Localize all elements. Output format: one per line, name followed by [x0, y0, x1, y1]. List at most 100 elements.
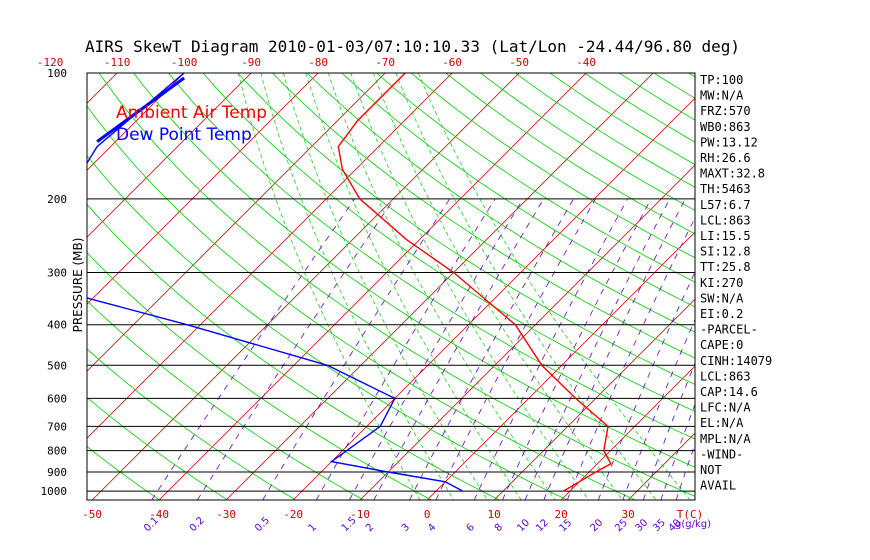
dry-adiabat-line: [87, 252, 432, 500]
isotherm-line: [225, 73, 654, 500]
side-panel-item: KI:270: [700, 276, 743, 290]
isotherm-line: [87, 73, 118, 104]
mixing-ratio-label: 0.2: [188, 515, 207, 534]
chart-title: AIRS SkewT Diagram 2010-01-03/07:10:10.3…: [85, 37, 740, 56]
pressure-tick-label: 900: [47, 466, 67, 479]
isotherm-line: [292, 97, 695, 500]
side-panel-item: WB0:863: [700, 120, 751, 134]
isotherm-line: [87, 73, 319, 305]
moist-adiabat-line: [238, 73, 421, 500]
mixing-ratio-label: 4: [426, 522, 438, 534]
pressure-axis: 100 200 300 400 500 600 700 800 900 1000: [41, 67, 68, 498]
mixing-ratio-label: 0.5: [253, 515, 272, 534]
mixing-ratio-unit: g(g/kg): [675, 519, 711, 530]
bottom-axis-unit: T(C): [677, 508, 704, 521]
pressure-tick-label: 800: [47, 445, 67, 458]
dry-adiabat-line: [87, 300, 364, 500]
dry-adiabat-line: [480, 73, 695, 211]
pressure-tick-label: 1000: [41, 485, 68, 498]
dry-adiabat-line: [445, 73, 695, 235]
pressure-tick-label: 400: [47, 319, 67, 332]
isotherm-line: [158, 73, 587, 500]
side-panel-item: L57:6.7: [700, 198, 751, 212]
dry-adiabat-line: [87, 155, 568, 500]
moist-adiabat-line: [305, 73, 522, 500]
dry-adiabat-line: [87, 348, 296, 500]
mixing-ratio-label: 35: [651, 517, 668, 534]
dry-adiabat-line: [410, 73, 695, 259]
mixing-ratio-label: 12: [534, 517, 551, 534]
side-panel-item: SI:12.8: [700, 245, 751, 259]
top-temp-tick-label: -40: [576, 56, 596, 69]
bottom-temp-tick-label: 10: [488, 508, 501, 521]
dry-adiabat-line: [168, 73, 695, 440]
top-temp-tick-label: -70: [375, 56, 395, 69]
side-panel-item: MW:N/A: [700, 89, 744, 103]
dew-point-temp-line: [87, 73, 464, 492]
dry-adiabat-line: [515, 73, 695, 188]
mixing-ratio-line: [642, 362, 695, 500]
isotherm-line: [426, 231, 695, 500]
dry-adiabat-line: [376, 73, 695, 283]
side-panel-item: MPL:N/A: [700, 432, 751, 446]
top-temp-tick-label: -50: [509, 56, 529, 69]
top-temp-tick-label: -60: [442, 56, 462, 69]
isotherm-line: [762, 73, 870, 500]
mixing-ratio-line: [373, 198, 544, 500]
dry-adiabat-line: [237, 73, 695, 385]
dry-adiabat-line: [758, 73, 870, 500]
mixing-ratio-label: 8: [493, 522, 505, 534]
isotherm-line: [87, 73, 252, 238]
bottom-temp-tick-label: -10: [350, 508, 370, 521]
pressure-tick-label: 500: [47, 359, 67, 372]
dry-adiabat-line: [87, 203, 500, 500]
sounding-series: [87, 73, 612, 492]
dry-adiabat-line: [549, 73, 695, 165]
y-axis-label: PRESSURE (MB): [71, 238, 85, 333]
top-temperature-axis: -120 -110 -100 -90 -80 -70 -60 -50 -40: [37, 56, 596, 69]
mixing-ratio-line: [151, 198, 356, 500]
side-panel-item: EL:N/A: [700, 416, 744, 430]
isotherm-line: [560, 365, 695, 500]
side-panel-item: LCL:863: [700, 213, 751, 227]
side-panel-item: LCL:863: [700, 369, 751, 383]
moist-adiabat-line: [372, 73, 623, 500]
side-panel-item: MAXT:32.8: [700, 167, 765, 181]
dry-adiabat-line: [98, 73, 695, 497]
mixing-ratio-line: [675, 443, 695, 500]
side-panel-item: CAPE:0: [700, 338, 743, 352]
pressure-tick-label: 200: [47, 193, 67, 206]
mixing-ratio-line: [409, 198, 574, 500]
legend-item: Ambient Air Temp: [116, 103, 267, 123]
mixing-ratio-line: [315, 198, 496, 500]
bottom-temp-tick-label: 20: [555, 508, 568, 521]
mixing-ratio-line: [543, 198, 686, 500]
mixing-ratio-line: [524, 198, 671, 500]
mixing-ratio-line: [435, 198, 596, 500]
bottom-temp-tick-label: -40: [149, 508, 169, 521]
side-panel-item: TP:100: [700, 73, 743, 87]
side-panel-item: TT:25.8: [700, 260, 751, 274]
isotherm-line: [359, 164, 695, 500]
isotherm-line: [87, 73, 453, 439]
pressure-tick-label: 700: [47, 420, 67, 433]
side-panel-item: PW:13.12: [700, 135, 758, 149]
side-panel-item: CAP:14.6: [700, 385, 758, 399]
dry-adiabat-line: [272, 73, 695, 359]
mixing-ratio-line: [262, 198, 451, 500]
moist-adiabat-line: [283, 73, 488, 500]
side-panel-item: AVAIL: [700, 479, 736, 493]
mixing-ratio-label: 20: [589, 517, 606, 534]
mixing-ratio-line: [566, 216, 695, 500]
mixing-ratio-label: 1: [307, 522, 319, 534]
pressure-tick-label: 300: [47, 267, 67, 280]
mixing-ratio-label: 30: [634, 517, 651, 534]
isotherm-line: [87, 73, 185, 171]
side-panel-item: NOT: [700, 463, 722, 477]
moist-adiabat-line: [260, 73, 454, 500]
bottom-temp-tick-label: -20: [283, 508, 303, 521]
dry-adiabat-line: [87, 396, 228, 500]
mixing-ratio-label: 6: [465, 522, 477, 534]
